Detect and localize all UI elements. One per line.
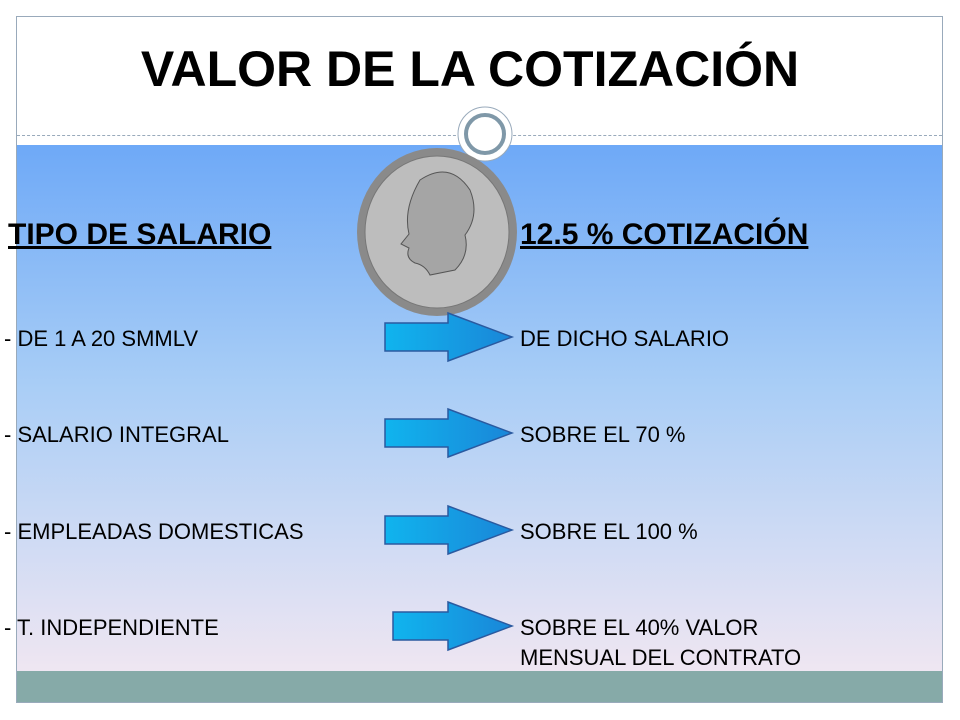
footer-bar <box>17 671 942 702</box>
row-left: - EMPLEADAS DOMESTICAS <box>4 519 304 544</box>
row-right: DE DICHO SALARIO <box>520 326 730 351</box>
header-left: TIPO DE SALARIO <box>8 218 272 251</box>
arrow <box>392 600 515 652</box>
coin-portrait <box>400 171 475 276</box>
arrow <box>384 311 515 363</box>
row-right: MENSUAL DEL CONTRATO <box>520 645 802 670</box>
row-left: - SALARIO INTEGRAL <box>4 422 229 447</box>
row-right: SOBRE EL 70 % <box>520 422 686 447</box>
row-left: - T. INDEPENDIENTE <box>4 615 219 640</box>
arrow <box>384 407 515 459</box>
title: VALOR DE LA COTIZACIÓN <box>140 41 800 97</box>
row-right: SOBRE EL 100 % <box>520 519 698 544</box>
row-right: SOBRE EL 40% VALOR <box>520 615 759 640</box>
arrow <box>384 504 515 556</box>
ring-inner <box>464 113 506 155</box>
header-right: 12.5 % COTIZACIÓN <box>520 218 809 251</box>
row-left: - DE 1 A 20 SMMLV <box>4 326 199 351</box>
coin <box>357 148 517 316</box>
